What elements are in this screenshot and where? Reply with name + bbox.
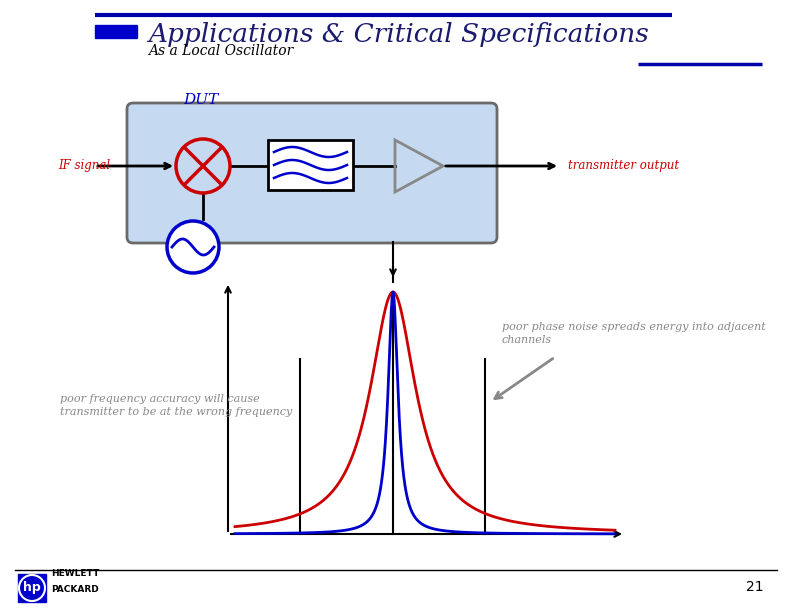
Text: 21: 21 [746,580,764,594]
Text: channels: channels [502,335,552,345]
Text: hp: hp [23,581,41,594]
Text: PACKARD: PACKARD [51,585,99,594]
Text: poor phase noise spreads energy into adjacent: poor phase noise spreads energy into adj… [502,322,766,332]
Text: IF signal: IF signal [58,160,110,173]
Circle shape [167,221,219,273]
Bar [268,140,353,190]
Bar [18,574,46,602]
Text: As a Local Oscillator: As a Local Oscillator [148,44,293,58]
Bar [95,25,137,38]
Text: HEWLETT: HEWLETT [51,569,99,578]
Text: poor frequency accuracy will cause: poor frequency accuracy will cause [60,394,260,404]
FancyBboxPatch shape [127,103,497,243]
Text: transmitter to be at the wrong frequency: transmitter to be at the wrong frequency [60,407,292,417]
Circle shape [19,575,45,601]
Text: transmitter output: transmitter output [568,160,679,173]
Text: Applications & Critical Specifications: Applications & Critical Specifications [148,22,649,47]
Text: DUT: DUT [183,93,219,107]
